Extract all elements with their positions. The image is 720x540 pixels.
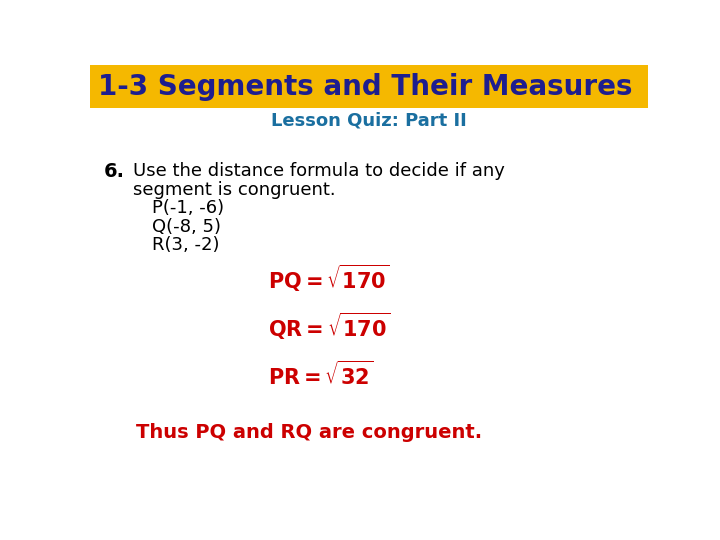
Text: segment is congruent.: segment is congruent. [132, 180, 336, 199]
Text: Q(-8, 5): Q(-8, 5) [152, 218, 221, 235]
Text: Lesson Quiz: Part II: Lesson Quiz: Part II [271, 111, 467, 129]
Text: 6.: 6. [104, 161, 125, 180]
Bar [90, 65, 648, 109]
Text: Thus PQ and RQ are congruent.: Thus PQ and RQ are congruent. [137, 423, 482, 442]
Text: 1-3 Segments and Their Measures: 1-3 Segments and Their Measures [98, 72, 632, 100]
Text: P(-1, -6): P(-1, -6) [152, 199, 224, 217]
Text: R(3, -2): R(3, -2) [152, 236, 220, 254]
Text: $\mathbf{PQ = \sqrt{170}}$: $\mathbf{PQ = \sqrt{170}}$ [269, 263, 390, 294]
Text: $\mathbf{QR = \sqrt{170}}$: $\mathbf{QR = \sqrt{170}}$ [269, 311, 391, 342]
Text: Use the distance formula to decide if any: Use the distance formula to decide if an… [132, 162, 505, 180]
Text: $\mathbf{PR = \sqrt{32}}$: $\mathbf{PR = \sqrt{32}}$ [269, 360, 374, 388]
